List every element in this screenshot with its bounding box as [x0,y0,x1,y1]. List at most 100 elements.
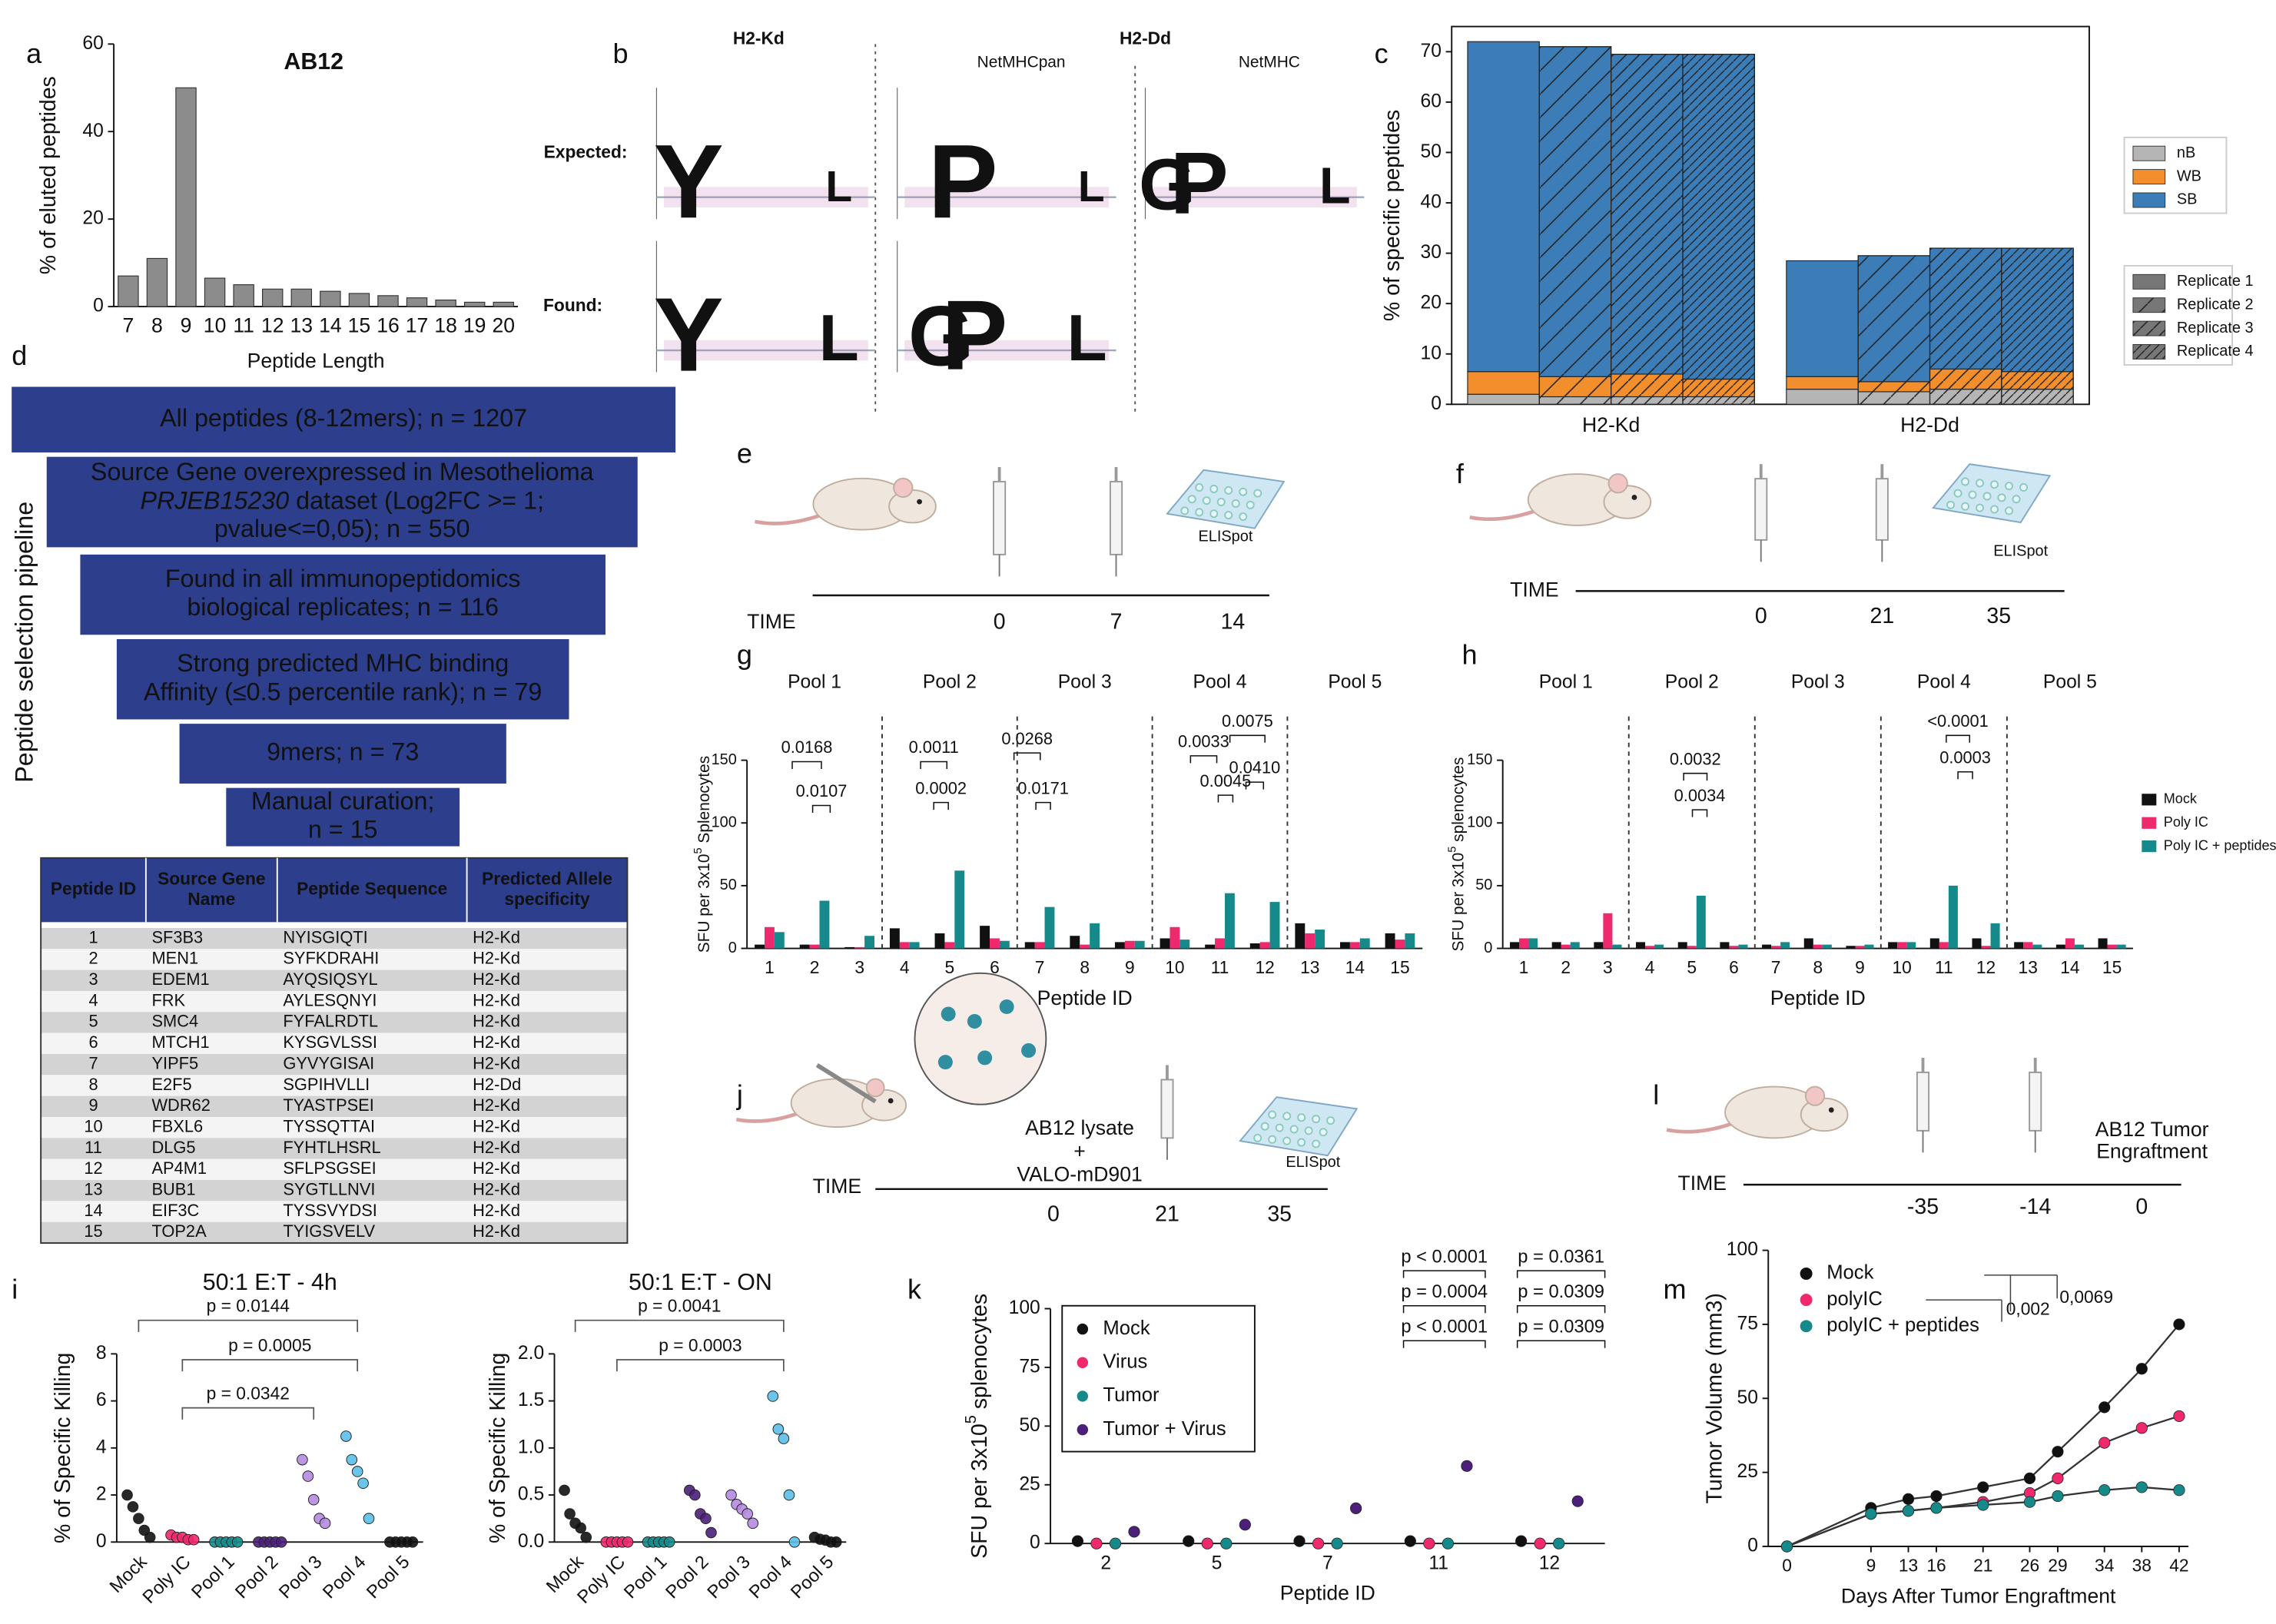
plate-well [1209,484,1219,493]
legend-hatch [2132,297,2165,313]
legend-frame [2123,136,2228,214]
mouse-ear [865,1078,885,1098]
point [2173,1484,2185,1496]
table-cell: 15 [84,1221,102,1241]
panel-letter: j [736,1079,743,1111]
text-part: 5 [963,1415,980,1423]
bar [463,301,486,307]
bar [493,301,514,307]
annotation: 0.0034 [1674,786,1726,805]
table-cell: H2-Kd [473,1032,520,1052]
mouse-ear [1804,1085,1826,1106]
legend-marker [1800,1294,1813,1307]
logo-letter: P [941,280,1007,391]
table-cell: 11 [85,1138,102,1157]
bar [1528,938,1538,949]
mouse-eye [1828,1107,1834,1113]
point [2135,1422,2148,1434]
plate-well [1195,508,1204,517]
schematic-note: ELISpot [1993,542,2048,559]
timeline-tick: 35 [1267,1202,1292,1227]
x-tick-label: 5 [945,957,955,977]
bracket [1013,752,1041,761]
bar [1215,938,1225,949]
table-cell: H2-Kd [473,1053,520,1072]
bracket [616,1359,785,1372]
x-tick-label: 7 [122,314,134,337]
timeline-label: TIME [1678,1172,1727,1195]
x-tick-label: 15 [348,314,371,337]
bar [320,290,341,307]
table-row [41,949,628,970]
plate-well [1319,1128,1328,1137]
bar [1645,946,1655,949]
table-row [41,1012,628,1033]
plate-well [1953,489,1962,498]
table-cell: SMC4 [151,1012,198,1031]
point [1442,1537,1454,1549]
bar [1114,942,1125,949]
syringe-barrel [1109,480,1123,555]
x-axis-label: Peptide ID [1770,986,1866,1009]
pipeline-text: Affinity (≤0.5 percentile rank); n = 79 [144,678,542,705]
table-cell: SGPIHVLLI [283,1075,370,1094]
bar [2065,938,2075,949]
bar [1771,946,1781,949]
chart-title: 50:1 E:T - 4h [203,1270,337,1295]
bar [1612,944,1622,949]
x-tick-label: 15 [1390,957,1409,977]
point [1293,1535,1306,1547]
y-tick-label: 0 [1747,1536,1758,1556]
text-part: 5 [1447,847,1459,853]
panel-letter: a [26,38,42,69]
bar-segment [1786,389,1859,405]
bar [1846,946,1856,949]
y-tick-label: 2 [96,1484,107,1505]
bar [1603,913,1613,949]
x-tick-label: 9 [1866,1556,1876,1576]
bar [1551,942,1561,949]
table-row [41,1138,628,1159]
x-tick-label: Poly IC [139,1552,194,1607]
mouse-ear [893,477,914,499]
y-tick-label: 100 [1009,1298,1040,1318]
bar [755,944,765,949]
logo-letter: P [928,122,998,240]
bar [799,944,810,949]
bar [889,928,900,949]
hatch [1682,54,1755,405]
syringe-barrel [993,480,1007,555]
annotation: <0.0001 [1927,711,1989,731]
syringe-barrel [815,1063,877,1104]
point [2052,1490,2064,1503]
bar [1134,940,1145,949]
panel-letter: h [1462,638,1478,670]
bar [765,926,775,949]
x-tick-label: Pool 1 [620,1552,671,1602]
bar [1803,938,1813,949]
table-header-cell: specificity [504,889,590,909]
legend-label: polyIC [1826,1288,1883,1310]
y-tick-label: 100 [1467,814,1492,831]
virus-icon [1021,1042,1037,1058]
bar-segment [1467,393,1540,405]
bracket [1516,1340,1606,1348]
point [1515,1535,1528,1547]
annotation: 0.0075 [1222,711,1273,731]
point [1930,1502,1943,1514]
virus-icon [999,999,1014,1014]
bar [2032,944,2042,949]
point [689,1489,701,1501]
legend-marker [1077,1423,1089,1436]
x-tick-label: 38 [2132,1556,2152,1576]
y-tick-label: 0.5 [518,1484,544,1505]
bar [1259,942,1270,949]
point [133,1513,144,1525]
annotation: p = 0.0361 [1518,1247,1604,1267]
logo-letter: Y [654,122,724,240]
x-tick-label: 1 [765,957,775,977]
table-cell: AP4M1 [151,1158,207,1178]
bracket [181,1407,315,1420]
bar [1269,902,1280,949]
bracket [1402,1340,1486,1348]
